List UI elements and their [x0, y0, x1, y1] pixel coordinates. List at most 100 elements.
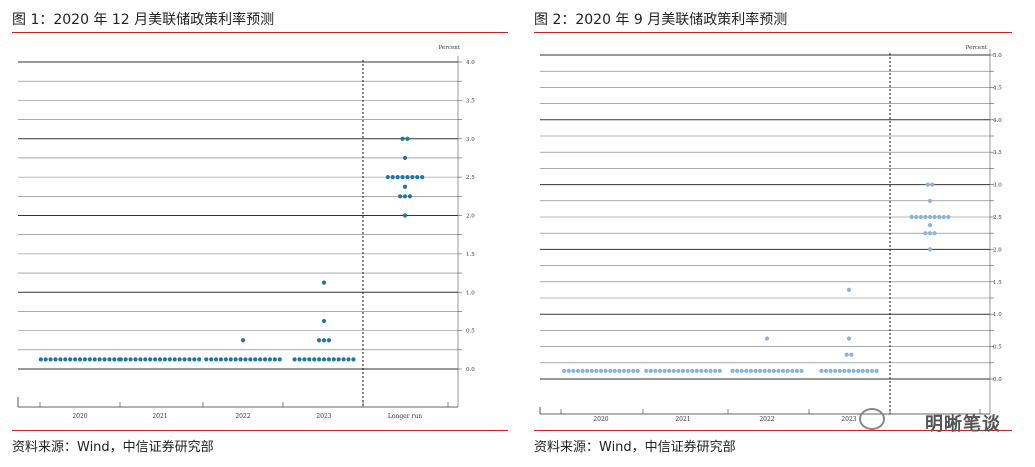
y-tick-label: 4.0 [993, 118, 1002, 124]
y-tick-label: 1.0 [466, 290, 475, 296]
data-point [699, 368, 704, 373]
data-point [162, 357, 167, 362]
data-point [87, 357, 92, 362]
data-point [662, 368, 667, 373]
data-point [402, 184, 408, 189]
data-point [671, 368, 676, 373]
data-point [297, 357, 302, 362]
data-point [844, 352, 849, 357]
source-rule [534, 430, 1012, 431]
data-point [594, 368, 599, 373]
data-point [946, 214, 951, 220]
data-point [925, 182, 930, 187]
data-point [267, 357, 273, 362]
y-tick-label: 3.0 [993, 183, 1002, 189]
data-point [846, 336, 852, 341]
data-point [398, 194, 403, 199]
data-point [739, 368, 744, 373]
data-point [302, 357, 307, 362]
data-point [253, 357, 258, 362]
data-point [209, 357, 214, 362]
data-point [869, 368, 875, 373]
data-point [626, 368, 631, 373]
data-point [690, 368, 695, 373]
data-point [823, 368, 829, 373]
watermark: 明晰笔谈 [925, 414, 1001, 435]
data-point [402, 213, 408, 218]
data-point [856, 368, 861, 373]
data-point [400, 136, 405, 141]
data-point [930, 182, 935, 187]
data-point [177, 357, 182, 362]
data-point [390, 175, 395, 180]
x-tick-label: 2020 [593, 416, 608, 423]
data-point [341, 357, 346, 362]
data-point [402, 155, 408, 161]
x-tick-label: 2023 [316, 413, 331, 420]
data-point [927, 247, 933, 252]
data-point [753, 368, 758, 373]
data-point [735, 368, 740, 373]
data-point [128, 357, 133, 362]
data-point [631, 368, 636, 373]
dot-plot-1: 4.0 3.5 3.0 2.5 2.0 1.5 1.0 0.5 0.0 Percent 2020 20… [17, 45, 475, 420]
data-point [307, 357, 312, 362]
data-point [566, 368, 571, 373]
data-point [326, 338, 331, 343]
data-point [204, 357, 209, 362]
data-point [923, 231, 928, 236]
data-point [685, 368, 690, 373]
data-point [932, 214, 937, 220]
data-point [346, 357, 351, 362]
data-point [667, 368, 672, 373]
data-point [703, 368, 709, 373]
data-point [148, 357, 153, 362]
data-point [402, 194, 408, 199]
data-point [794, 368, 799, 373]
unit-label: Percent [439, 45, 461, 51]
data-point [927, 198, 933, 203]
x-tick-label: 2021 [675, 416, 690, 423]
data-point [258, 357, 263, 362]
data-point [167, 357, 172, 362]
data-point [865, 368, 870, 373]
y-tick-label: 1.5 [466, 252, 475, 258]
data-point [143, 357, 148, 362]
data-point [837, 368, 842, 373]
data-point [909, 214, 914, 220]
data-point [312, 357, 317, 362]
data-point [846, 368, 852, 373]
y-tick-label: 5.0 [993, 53, 1002, 59]
unit-label: Percent [966, 45, 988, 51]
data-point [102, 357, 107, 362]
y-tick-label: 1.0 [993, 312, 1002, 318]
data-point [580, 368, 585, 373]
data-point [262, 357, 268, 362]
wechat-icon [859, 408, 885, 430]
data-point [321, 338, 327, 343]
data-point [182, 357, 187, 362]
data-point [63, 357, 68, 362]
y-tick-label: 2.0 [993, 247, 1002, 253]
data-point [842, 368, 847, 373]
y-tick-label: 3.0 [466, 137, 475, 143]
data-point [218, 357, 224, 362]
y-tick-label: 0.0 [466, 367, 475, 373]
data-point [598, 368, 604, 373]
data-point [617, 368, 622, 373]
data-point [653, 368, 658, 373]
y-tick-label: 2.5 [466, 175, 475, 181]
data-point [317, 338, 322, 343]
data-point [828, 368, 833, 373]
data-point [575, 368, 581, 373]
x-tick-label: 2023 [841, 416, 856, 423]
data-point [68, 357, 73, 362]
y-tick-label: 4.5 [993, 85, 1002, 91]
data-point [272, 357, 277, 362]
data-point [860, 368, 865, 373]
data-point [799, 368, 804, 373]
data-point [197, 357, 202, 362]
data-point [223, 357, 228, 362]
data-point [603, 368, 608, 373]
data-point [874, 368, 879, 373]
